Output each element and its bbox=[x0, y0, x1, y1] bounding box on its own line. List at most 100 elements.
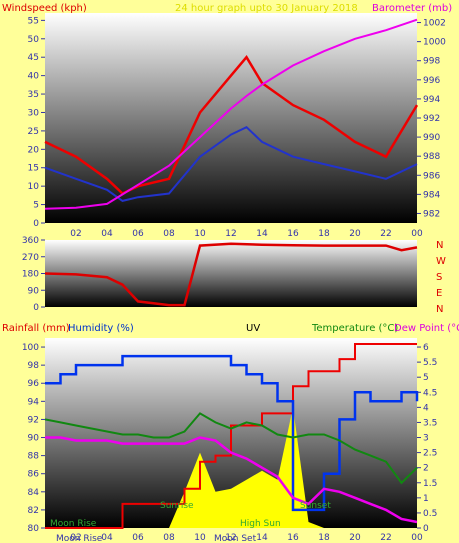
windspeed-tick-label: 15 bbox=[28, 164, 39, 174]
windspeed-tick-label: 5 bbox=[33, 201, 39, 211]
x-tick-label-bottom: 20 bbox=[349, 533, 361, 543]
x-tick-label: 02 bbox=[70, 229, 81, 239]
temperature-tick-label: 4 bbox=[423, 403, 429, 413]
temperature-tick-label: 1 bbox=[423, 494, 429, 504]
temperature-axis-title: Temperature (°C) bbox=[311, 323, 398, 334]
temperature-tick-label: 5 bbox=[423, 373, 429, 383]
wind-gust-line bbox=[44, 55, 419, 195]
windspeed-tick-label: 30 bbox=[28, 108, 40, 118]
x-tick-label: 12 bbox=[225, 229, 236, 239]
mid-panel bbox=[45, 240, 417, 307]
x-tick-label: 18 bbox=[318, 229, 330, 239]
x-tick-label-bottom: 12 bbox=[225, 533, 236, 543]
direction-tick-label: 360 bbox=[22, 236, 39, 246]
barometer-tick-label: 990 bbox=[423, 133, 440, 143]
x-tick-label-bottom: 10 bbox=[194, 533, 206, 543]
humidity-tick-label: 96 bbox=[28, 379, 40, 389]
uv-axis-title: UV bbox=[246, 323, 260, 334]
barometer-tick-label: 992 bbox=[423, 114, 440, 124]
barometer-tick-label: 994 bbox=[423, 95, 440, 105]
x-tick-label: 00 bbox=[411, 229, 423, 239]
wind-dir-e: E bbox=[436, 288, 442, 299]
x-tick-label-bottom: 02 bbox=[70, 533, 81, 543]
windspeed-tick-label: 35 bbox=[28, 90, 39, 100]
series-layer bbox=[44, 18, 419, 529]
wind-dir-w: W bbox=[436, 256, 446, 267]
windspeed-tick-label: 20 bbox=[28, 145, 40, 155]
x-tick-label: 14 bbox=[256, 229, 268, 239]
humidity-tick-label: 94 bbox=[28, 397, 40, 407]
humidity-tick-label: 92 bbox=[28, 415, 39, 425]
windspeed-tick-label: 40 bbox=[28, 72, 40, 82]
temperature-tick-label: 2.5 bbox=[423, 449, 437, 459]
dewpoint-line bbox=[45, 436, 418, 524]
x-tick-label-bottom: 04 bbox=[101, 533, 113, 543]
x-tick-label: 04 bbox=[101, 229, 113, 239]
highsun-label: High Sun bbox=[240, 519, 281, 529]
x-tick-label: 10 bbox=[194, 229, 206, 239]
humidity-tick-label: 98 bbox=[28, 361, 40, 371]
x-tick-label-bottom: 06 bbox=[132, 533, 144, 543]
wind-dir-n2: N bbox=[436, 304, 443, 315]
uv-area-layer bbox=[45, 407, 417, 528]
x-tick-label: 08 bbox=[163, 229, 175, 239]
top-panel bbox=[45, 13, 417, 223]
humidity-tick-label: 86 bbox=[28, 470, 40, 480]
dewpoint-axis-title: Dew Point (°C bbox=[394, 323, 459, 334]
direction-tick-label: 90 bbox=[28, 286, 40, 296]
windspeed-tick-label: 55 bbox=[28, 16, 39, 26]
x-tick-label: 16 bbox=[287, 229, 299, 239]
temperature-tick-label: 5.5 bbox=[423, 358, 437, 368]
humidity-tick-label: 90 bbox=[28, 434, 40, 444]
moonrise-label-1: Moon Rise bbox=[50, 519, 97, 529]
x-tick-label-bottom: 18 bbox=[318, 533, 330, 543]
x-tick-label: 20 bbox=[349, 229, 361, 239]
uv-area bbox=[45, 407, 417, 528]
humidity-tick-label: 88 bbox=[28, 452, 40, 462]
windspeed-tick-label: 50 bbox=[28, 35, 40, 45]
x-tick-label: 22 bbox=[380, 229, 391, 239]
wind-dir-n: N bbox=[436, 240, 443, 251]
barometer-tick-label: 986 bbox=[423, 171, 440, 181]
temperature-tick-label: 2 bbox=[423, 464, 429, 474]
humidity-axis-title: Humidity (%) bbox=[68, 323, 134, 334]
moonrise-label-2: Moon Rise bbox=[56, 534, 103, 543]
temperature-tick-label: 3.5 bbox=[423, 418, 437, 428]
x-tick-label-bottom: 22 bbox=[380, 533, 391, 543]
barometer-tick-label: 1002 bbox=[423, 19, 446, 29]
wind-avg-line bbox=[44, 126, 418, 202]
humidity-tick-label: 82 bbox=[28, 506, 39, 516]
windspeed-axis-title: Windspeed (kph) bbox=[2, 3, 87, 14]
rainfall-line bbox=[45, 343, 417, 529]
x-tick-label: 06 bbox=[132, 229, 144, 239]
temperature-tick-label: 6 bbox=[423, 343, 429, 353]
chart-title: 24 hour graph upto 30 January 2018 bbox=[175, 3, 358, 14]
humidity-tick-label: 80 bbox=[28, 524, 40, 534]
temperature-tick-label: 3 bbox=[423, 434, 429, 444]
barometer-tick-label: 982 bbox=[423, 209, 440, 219]
windspeed-tick-label: 45 bbox=[28, 53, 39, 63]
barometer-tick-label: 1000 bbox=[423, 38, 446, 48]
barometer-tick-label: 996 bbox=[423, 76, 440, 86]
sunset-label: Sunset bbox=[300, 501, 331, 511]
barometer-tick-label: 984 bbox=[423, 190, 440, 200]
humidity-tick-label: 84 bbox=[28, 488, 40, 498]
moonset-label: Moon Set bbox=[214, 534, 257, 543]
x-tick-label-bottom: 14 bbox=[256, 533, 268, 543]
rainfall-axis-title: Rainfall (mm) bbox=[2, 323, 70, 334]
x-tick-label-bottom: 00 bbox=[411, 533, 423, 543]
direction-tick-label: 180 bbox=[22, 270, 39, 280]
windspeed-tick-label: 0 bbox=[33, 219, 39, 229]
humidity-tick-label: 100 bbox=[22, 343, 39, 353]
axis-layer: 0510152025303540455055982984986988990992… bbox=[22, 16, 446, 543]
barometer-tick-label: 998 bbox=[423, 57, 440, 67]
temperature-tick-label: 0.5 bbox=[423, 509, 437, 519]
barometer-axis-title: Barometer (mb) bbox=[372, 3, 452, 14]
barometer-tick-label: 988 bbox=[423, 152, 440, 162]
sunrise-label: Sunrise bbox=[160, 501, 194, 511]
x-tick-label-bottom: 16 bbox=[287, 533, 299, 543]
windspeed-tick-label: 25 bbox=[28, 127, 39, 137]
wind-dir-s: S bbox=[436, 272, 442, 283]
temperature-tick-label: 0 bbox=[423, 524, 429, 534]
